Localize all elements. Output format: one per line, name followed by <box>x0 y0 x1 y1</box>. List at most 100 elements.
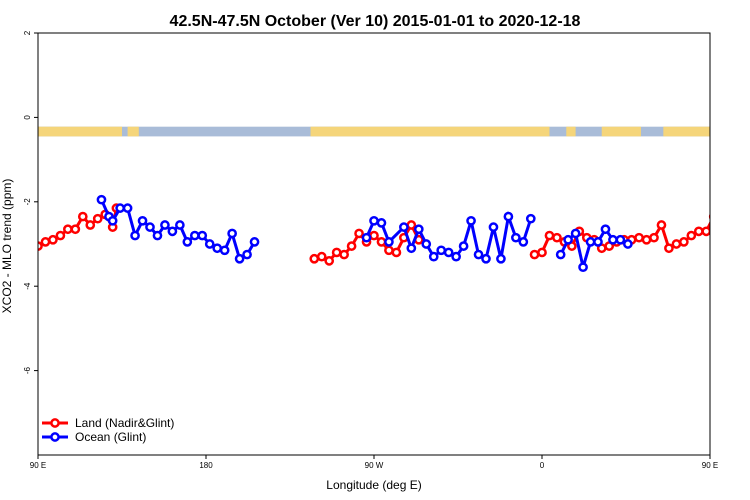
data-point <box>552 232 562 243</box>
data-point <box>361 232 372 243</box>
data-point <box>354 228 364 239</box>
x-tick-label: 0 <box>540 461 545 470</box>
data-point <box>92 213 103 224</box>
data-point <box>733 211 740 218</box>
data-point <box>219 245 230 256</box>
data-point <box>600 224 611 235</box>
data-point <box>413 224 424 235</box>
data-point <box>443 247 454 258</box>
data-point <box>145 222 155 232</box>
data-point <box>623 239 633 249</box>
land-segment <box>310 126 550 137</box>
data-point <box>488 222 499 232</box>
y-tick-label: -4 <box>23 282 32 290</box>
land-segment <box>38 126 122 137</box>
data-point <box>511 232 521 243</box>
series-ocean <box>96 194 750 273</box>
data-point <box>115 203 125 213</box>
data-point <box>693 226 704 237</box>
data-point <box>384 237 394 247</box>
data-point <box>160 220 170 230</box>
data-point <box>77 211 88 222</box>
data-point <box>204 239 215 249</box>
data-point <box>671 239 682 249</box>
data-point <box>189 230 200 241</box>
data-point <box>167 226 178 237</box>
land-segment <box>566 126 576 137</box>
data-point <box>212 243 223 254</box>
data-point <box>137 215 148 226</box>
data-point <box>656 220 667 230</box>
series-line <box>740 200 750 238</box>
data-point <box>570 228 581 239</box>
data-point <box>85 220 96 230</box>
data-point <box>466 215 476 226</box>
data-point <box>70 224 81 235</box>
data-point <box>249 237 260 247</box>
data-point <box>563 234 573 245</box>
x-axis-label: Longitude (deg E) <box>326 478 421 492</box>
data-point <box>122 203 133 213</box>
data-point <box>615 234 626 245</box>
legend-swatch-marker <box>50 418 60 428</box>
data-point <box>175 220 185 230</box>
x-axis: 90 E 180 90 W 0 90 E <box>30 455 718 470</box>
data-point <box>376 237 387 247</box>
data-point <box>369 215 379 226</box>
data-point <box>107 215 118 226</box>
y-tick-label: -6 <box>23 366 32 374</box>
data-point <box>406 243 417 254</box>
data-point <box>593 237 603 247</box>
data-point <box>399 222 409 232</box>
data-point <box>701 226 710 237</box>
land-segment <box>601 126 641 137</box>
data-point <box>451 251 461 262</box>
data-point <box>481 253 491 264</box>
land-segment <box>663 126 710 137</box>
data-point <box>634 232 644 243</box>
data-point <box>339 249 349 260</box>
data-point <box>227 228 237 239</box>
data-point <box>48 234 58 245</box>
data-point <box>309 253 320 264</box>
data-point <box>63 224 73 235</box>
data-point <box>473 249 484 260</box>
legend-item: Ocean (Glint) <box>42 430 146 444</box>
data-point <box>96 194 107 205</box>
land-segment <box>127 126 139 137</box>
legend-swatch-marker <box>50 432 60 442</box>
data-point <box>428 251 439 262</box>
data-point <box>679 237 689 247</box>
data-point <box>458 241 469 251</box>
data-point <box>525 213 536 224</box>
data-point <box>391 247 402 258</box>
data-point <box>346 241 357 251</box>
data-point <box>736 196 743 203</box>
y-tick-label: -2 <box>23 198 32 206</box>
data-point <box>40 237 51 247</box>
y-tick-label: 0 <box>23 115 32 120</box>
data-point <box>421 239 432 249</box>
data-point <box>197 230 208 241</box>
legend: Land (Nadir&Glint)Ocean (Glint) <box>42 416 174 444</box>
y-tick-label: 2 <box>23 30 32 35</box>
x-tick-label: 90 E <box>702 461 718 470</box>
y-axis-label: XCO2 - MLO trend (ppm) <box>0 179 14 314</box>
data-point <box>608 234 618 245</box>
y-axis: 2 0 -2 -4 -6 <box>23 30 38 374</box>
legend-label: Land (Nadir&Glint) <box>75 416 174 430</box>
data-point <box>324 256 335 266</box>
data-point <box>537 247 547 258</box>
data-point <box>649 232 659 243</box>
data-point <box>744 215 750 222</box>
series-land <box>38 203 740 266</box>
legend-label: Ocean (Glint) <box>75 430 146 444</box>
data-point <box>555 249 566 260</box>
data-point <box>242 249 252 260</box>
data-point <box>55 230 66 241</box>
data-point <box>496 253 506 264</box>
land-ocean-strip <box>38 126 710 137</box>
legend-item: Land (Nadir&Glint) <box>42 416 174 430</box>
data-point <box>664 243 674 254</box>
